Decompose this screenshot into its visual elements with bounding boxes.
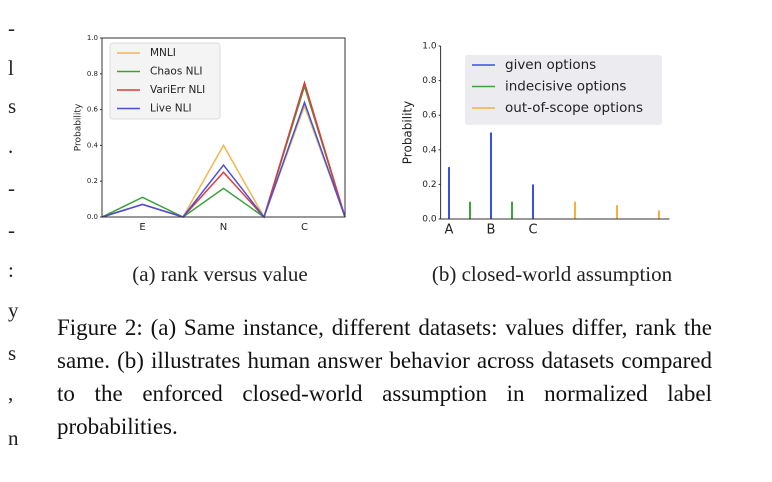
legend-label: VariErr NLI <box>150 84 205 96</box>
line <box>101 83 346 219</box>
x-tick-label: C <box>301 222 308 233</box>
legend-box <box>109 42 221 120</box>
figure-caption: Figure 2: (a) Same instance, different d… <box>57 315 712 439</box>
bar <box>469 201 471 219</box>
y-axis-label: Probability <box>401 101 415 164</box>
y-axis-label: Probability <box>74 103 84 151</box>
legend-box <box>465 55 662 125</box>
margin-fragment: l <box>8 56 14 80</box>
y-tick-label: 0.4 <box>87 141 99 149</box>
y-tick-label: 0.0 <box>87 213 98 221</box>
bar <box>511 201 513 219</box>
y-tick-label: 0.6 <box>422 111 437 121</box>
y-tick-label: 0.6 <box>87 106 99 114</box>
x-tick-label: N <box>220 222 227 233</box>
bar <box>448 167 450 219</box>
margin-fragment: n <box>8 426 19 450</box>
legend-label: indecisive options <box>505 79 626 95</box>
margin-fragment: : <box>8 258 14 282</box>
axes-frame <box>101 37 346 218</box>
margin-fragment: - <box>8 176 15 200</box>
bar <box>532 184 534 219</box>
x-tick-label: B <box>487 223 496 238</box>
x-tick-label: A <box>445 223 454 238</box>
y-tick-label: 0.2 <box>87 177 98 185</box>
legend-label: MNLI <box>150 47 176 59</box>
margin-fragment: y <box>8 298 19 322</box>
bar <box>616 205 618 219</box>
margin-fragment: , <box>8 381 13 405</box>
y-tick-label: 1.0 <box>87 34 98 42</box>
line <box>101 100 346 219</box>
margin-fragment: . <box>8 134 13 158</box>
subfigure-caption: (a) rank versus value <box>132 262 308 286</box>
margin-fragment: - <box>8 218 15 242</box>
y-tick-label: 1.0 <box>422 42 437 52</box>
legend-label: Live NLI <box>150 103 192 115</box>
y-tick-label: 0.8 <box>87 70 98 78</box>
line <box>101 103 346 219</box>
x-tick-label: C <box>528 223 537 238</box>
bar <box>490 132 492 219</box>
legend-label: out-of-scope options <box>505 100 643 116</box>
margin-fragment: s <box>8 94 16 118</box>
legend-label: given options <box>505 57 596 73</box>
y-tick-label: 0.2 <box>422 180 436 190</box>
bar <box>658 210 660 219</box>
y-tick-label: 0.0 <box>422 215 437 225</box>
bar <box>574 201 576 219</box>
x-tick-label: E <box>139 222 145 233</box>
y-tick-label: 0.8 <box>422 76 437 86</box>
margin-fragment: s <box>8 341 16 365</box>
legend-label: Chaos NLI <box>150 66 202 78</box>
subfigure-caption: (b) closed-world assumption <box>432 262 673 286</box>
y-tick-label: 0.4 <box>422 145 437 155</box>
margin-fragment: - <box>8 16 15 40</box>
